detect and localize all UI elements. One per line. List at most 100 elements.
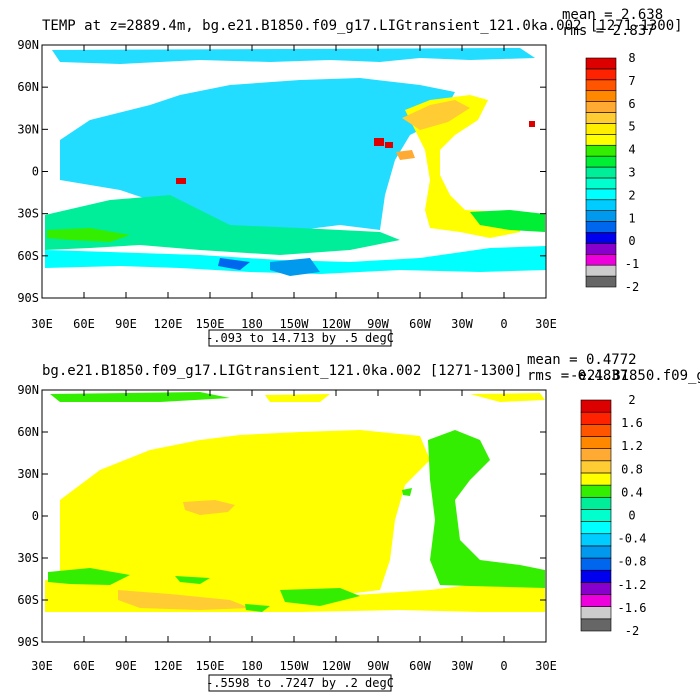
colorbar-swatch (585, 144, 617, 157)
y-tick-label: 60S (17, 593, 39, 607)
x-tick-label: 150W (280, 317, 310, 331)
top-map-panel: TEMP at z=2889.4m, bg.e21.B1850.f09_g17.… (17, 7, 683, 347)
colorbar-swatch (580, 594, 612, 607)
colorbar-swatch (580, 569, 612, 583)
top-x-axis: 30E 60E 90E 120E 150E 180 150W 120W 90W 60W 30W 0 30… (31, 45, 557, 331)
bottom-colorbar: 2 1.6 1.2 0.8 0.4 0 -0.4 -0.8 -1.2 -1.6 -2 (580, 393, 647, 638)
x-tick-label: 180 (241, 659, 263, 673)
colorbar-tick-label: 1 (628, 211, 635, 225)
top-range-label: -.093 to 14.713 by .5 degC (206, 331, 394, 345)
y-tick-label: 0 (32, 509, 39, 523)
colorbar-tick-label: 0 (628, 509, 635, 523)
y-tick-label: 30N (17, 467, 39, 481)
colorbar-tick-label: 2 (628, 393, 635, 407)
colorbar-swatch (580, 460, 612, 474)
y-tick-label: 30S (17, 207, 39, 221)
colorbar-swatch (585, 210, 617, 222)
colorbar-swatch (580, 545, 612, 559)
colorbar-swatch (585, 264, 617, 277)
top-panel-title: TEMP at z=2889.4m, bg.e21.B1850.f09_g17.… (42, 18, 683, 34)
y-tick-label: 90S (17, 635, 39, 649)
colorbar-swatch (580, 436, 612, 449)
x-tick-label: 90W (367, 659, 389, 673)
y-tick-label: 30N (17, 122, 39, 136)
colorbar-swatch (585, 188, 617, 201)
colorbar-swatch (585, 232, 617, 244)
colorbar-swatch (580, 509, 612, 522)
bottom-panel-title: bg.e21.B1850.f09_g17.LIGtransient_121.0k… (42, 363, 522, 379)
colorbar-swatch (585, 253, 617, 266)
colorbar-tick-label: -2 (625, 624, 639, 638)
bottom-range-label: -.5598 to .7247 by .2 degC (206, 676, 394, 690)
colorbar-tick-label: 7 (628, 74, 635, 88)
colorbar-swatch (585, 123, 617, 135)
colorbar-tick-label: 0.4 (621, 485, 643, 499)
colorbar-swatch (585, 79, 617, 92)
x-tick-label: 0 (500, 659, 507, 673)
x-tick-label: 30W (451, 659, 473, 673)
bottom-panel-mean: mean = 0.4772 (527, 352, 637, 368)
colorbar-swatch (585, 177, 617, 190)
top-range-box (208, 329, 392, 347)
x-tick-label: 120W (322, 659, 352, 673)
colorbar-tick-label: 4 (628, 143, 635, 157)
x-tick-label: 120W (322, 317, 352, 331)
bottom-y-axis: 90N 60N 30N 0 30S 60S 90S (17, 383, 546, 649)
colorbar-tick-label: 0.8 (621, 462, 643, 476)
y-tick-label: 0 (32, 165, 39, 179)
colorbar-tick-label: 0 (628, 234, 635, 248)
top-map-field (45, 48, 546, 276)
x-tick-label: 150E (196, 317, 225, 331)
colorbar-swatch (580, 496, 612, 510)
colorbar-swatch (585, 101, 617, 113)
bottom-panel-rms: rms = 0.4837 (527, 368, 628, 384)
colorbar-swatch (585, 134, 617, 146)
x-tick-label: 60E (73, 659, 95, 673)
colorbar-swatch (585, 112, 617, 124)
colorbar-tick-label: 3 (628, 166, 635, 180)
colorbar-tick-label: 2 (628, 188, 635, 202)
colorbar-tick-label: -0.4 (618, 532, 647, 546)
y-tick-label: 90N (17, 38, 39, 52)
colorbar-tick-label: -1.6 (618, 601, 647, 615)
colorbar-tick-label: -2 (625, 280, 639, 294)
colorbar-swatch (585, 166, 617, 179)
bottom-range-box (208, 674, 392, 692)
colorbar-swatch (580, 448, 612, 462)
colorbar-swatch (585, 90, 617, 102)
colorbar-tick-label: 8 (628, 51, 635, 65)
x-tick-label: 30E (535, 317, 557, 331)
y-tick-label: 60N (17, 80, 39, 94)
colorbar-swatch (580, 606, 612, 620)
x-tick-label: 0 (500, 317, 507, 331)
colorbar-swatch (580, 411, 612, 425)
colorbar-swatch (585, 68, 617, 81)
colorbar-swatch (580, 521, 612, 535)
colorbar-tick-label: -1 (625, 257, 639, 271)
x-tick-label: 30E (535, 659, 557, 673)
y-tick-label: 90S (17, 291, 39, 305)
colorbar-swatch (585, 57, 617, 70)
colorbar-swatch (585, 243, 617, 255)
top-panel-mean: mean = 2.638 (562, 7, 663, 23)
colorbar-swatch (585, 275, 617, 288)
x-tick-label: 60W (409, 659, 431, 673)
y-tick-label: 60N (17, 425, 39, 439)
colorbar-swatch (580, 424, 612, 437)
colorbar-swatch (585, 221, 617, 233)
colorbar-swatch (580, 484, 612, 498)
top-panel-rms: rms = 2.837 (562, 23, 655, 39)
x-tick-label: 90W (367, 317, 389, 331)
colorbar-swatch (585, 199, 617, 211)
bottom-map-field (45, 392, 545, 612)
x-tick-label: 120E (154, 317, 183, 331)
y-tick-label: 90N (17, 383, 39, 397)
colorbar-swatch (580, 618, 612, 632)
colorbar-swatch (580, 472, 612, 486)
bottom-x-axis: 30E 60E 90E 120E 150E 180 150W 120W 90W 60W 30W 0 30… (31, 390, 557, 673)
colorbar-tick-label: -1.2 (618, 578, 647, 592)
y-tick-label: 60S (17, 249, 39, 263)
x-tick-label: 150E (196, 659, 225, 673)
colorbar-tick-label: 1.6 (621, 416, 643, 430)
